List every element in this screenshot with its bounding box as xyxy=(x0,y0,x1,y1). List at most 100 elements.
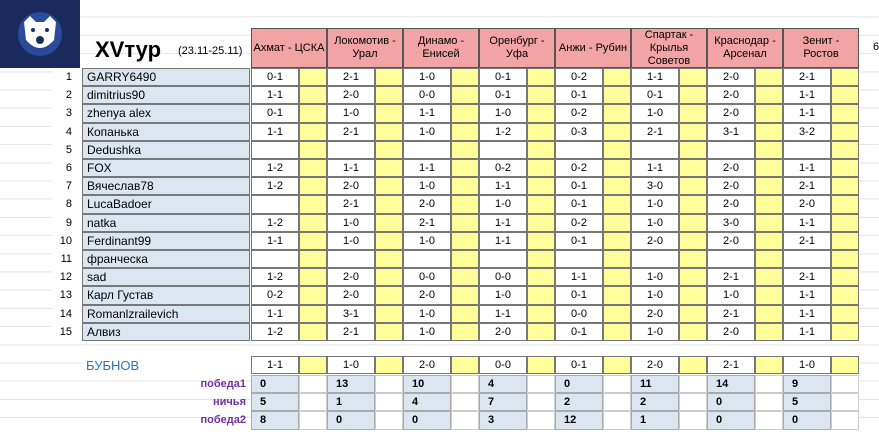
points-cell xyxy=(527,104,555,123)
points-cell xyxy=(831,304,859,323)
points-cell xyxy=(831,213,859,232)
stat-empty xyxy=(451,411,479,430)
prediction: 2-1 xyxy=(631,122,679,141)
prediction: 2-0 xyxy=(707,104,755,123)
stat-empty xyxy=(299,411,327,430)
row-number: 5 xyxy=(52,140,82,159)
points-cell xyxy=(755,268,783,287)
prediction: 1-1 xyxy=(251,231,299,250)
points-cell xyxy=(375,213,403,232)
prediction xyxy=(707,140,755,159)
points-cell xyxy=(451,250,479,269)
prediction: 0-2 xyxy=(555,104,603,123)
prediction: 3-0 xyxy=(631,177,679,196)
points-cell xyxy=(299,86,327,105)
prediction: 0-2 xyxy=(479,159,527,178)
stat-empty xyxy=(451,375,479,394)
prediction: 0-1 xyxy=(479,86,527,105)
prediction: 1-2 xyxy=(251,177,299,196)
points-cell xyxy=(451,304,479,323)
player-name: Копанька xyxy=(82,122,250,141)
points-cell xyxy=(603,195,631,214)
points-cell xyxy=(375,159,403,178)
prediction: 2-0 xyxy=(707,177,755,196)
points-cell xyxy=(755,140,783,159)
prediction xyxy=(251,250,299,269)
prediction: 0-1 xyxy=(555,231,603,250)
player-name: dimitrius90 xyxy=(82,86,250,105)
points-cell xyxy=(299,195,327,214)
prediction: 1-1 xyxy=(783,304,831,323)
prediction: 1-0 xyxy=(403,304,451,323)
prediction: 2-0 xyxy=(403,356,451,375)
player-name: zhenya alex xyxy=(82,104,250,123)
points-cell xyxy=(679,213,707,232)
prediction: 0-1 xyxy=(555,322,603,341)
prediction: 0-0 xyxy=(479,268,527,287)
prediction: 1-1 xyxy=(555,268,603,287)
points-cell xyxy=(755,104,783,123)
points-cell xyxy=(755,177,783,196)
points-cell xyxy=(831,140,859,159)
prediction: 0-0 xyxy=(403,86,451,105)
points-cell xyxy=(679,356,707,375)
prediction: 0-1 xyxy=(479,68,527,87)
points-cell xyxy=(755,286,783,305)
prediction: 2-0 xyxy=(479,322,527,341)
points-cell xyxy=(527,86,555,105)
cut-cell: 6 xyxy=(873,41,879,53)
points-cell xyxy=(603,286,631,305)
points-cell xyxy=(375,140,403,159)
points-cell xyxy=(755,122,783,141)
points-cell xyxy=(527,286,555,305)
prediction: 2-0 xyxy=(783,195,831,214)
stat-value: 0 xyxy=(555,375,603,394)
prediction: 1-2 xyxy=(251,268,299,287)
points-cell xyxy=(603,86,631,105)
points-cell xyxy=(451,322,479,341)
points-cell xyxy=(375,286,403,305)
points-cell xyxy=(679,177,707,196)
prediction: 1-0 xyxy=(403,322,451,341)
prediction xyxy=(707,250,755,269)
prediction: 0-1 xyxy=(631,86,679,105)
prediction: 2-1 xyxy=(403,213,451,232)
points-cell xyxy=(831,231,859,250)
prediction: 1-0 xyxy=(327,104,375,123)
points-cell xyxy=(299,213,327,232)
points-cell xyxy=(375,356,403,375)
prediction xyxy=(555,250,603,269)
points-cell xyxy=(603,159,631,178)
prediction: 1-0 xyxy=(403,122,451,141)
points-cell xyxy=(679,104,707,123)
player-name: франческа xyxy=(82,250,250,269)
points-cell xyxy=(603,322,631,341)
row-number: 6 xyxy=(52,159,82,178)
row-number: 11 xyxy=(52,250,82,269)
points-cell xyxy=(375,268,403,287)
player-name: FOX xyxy=(82,159,250,178)
stat-label: победа1 xyxy=(200,378,247,391)
points-cell xyxy=(451,140,479,159)
prediction: 1-0 xyxy=(631,213,679,232)
points-cell xyxy=(755,322,783,341)
stat-empty xyxy=(527,411,555,430)
stat-empty xyxy=(755,411,783,430)
prediction: 1-1 xyxy=(251,86,299,105)
points-cell xyxy=(755,304,783,323)
row-number: 7 xyxy=(52,177,82,196)
points-cell xyxy=(831,68,859,87)
prediction: 1-1 xyxy=(631,68,679,87)
stat-empty xyxy=(375,411,403,430)
match-header: Ахмат - ЦСКА xyxy=(251,28,327,68)
prediction: 1-2 xyxy=(479,122,527,141)
prediction: 1-1 xyxy=(251,304,299,323)
stat-empty xyxy=(375,375,403,394)
prediction: 1-1 xyxy=(783,159,831,178)
points-cell xyxy=(375,250,403,269)
points-cell xyxy=(299,250,327,269)
points-cell xyxy=(527,213,555,232)
points-cell xyxy=(603,104,631,123)
prediction xyxy=(783,250,831,269)
prediction: 2-0 xyxy=(707,231,755,250)
